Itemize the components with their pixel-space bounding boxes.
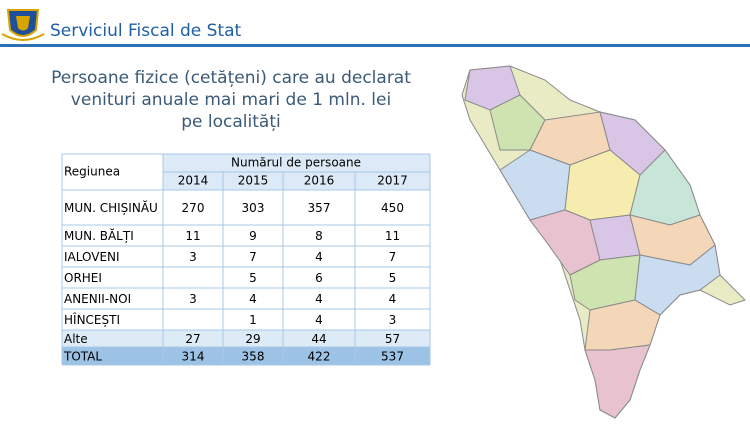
cell-value: 358 bbox=[242, 350, 265, 364]
group-header: Numărul de persoane bbox=[231, 156, 361, 170]
region-label: TOTAL bbox=[63, 350, 102, 364]
cell-value: 11 bbox=[385, 229, 400, 243]
cell-value: 7 bbox=[249, 250, 257, 264]
year-header: 2016 bbox=[304, 174, 335, 188]
cell-value: 9 bbox=[249, 229, 257, 243]
cell-value: 44 bbox=[311, 332, 326, 346]
cell-value: 7 bbox=[389, 250, 397, 264]
cell-value: 270 bbox=[182, 201, 205, 215]
cell-value: 537 bbox=[381, 350, 404, 364]
year-header: 2017 bbox=[377, 174, 408, 188]
cell-value: 8 bbox=[315, 229, 323, 243]
cell-value: 1 bbox=[249, 313, 257, 327]
logo bbox=[1, 9, 45, 41]
cell-value: 3 bbox=[189, 250, 197, 264]
cell-value: 3 bbox=[389, 313, 397, 327]
region-label: IALOVENI bbox=[64, 250, 120, 264]
cell-value: 5 bbox=[249, 271, 257, 285]
row-bg bbox=[62, 330, 430, 347]
cell-value: 4 bbox=[315, 292, 323, 306]
header-rule bbox=[0, 44, 750, 47]
row-bg bbox=[62, 225, 430, 246]
map bbox=[461, 65, 746, 419]
region-label: Alte bbox=[64, 332, 88, 346]
cell-value: 5 bbox=[389, 271, 397, 285]
cell-value: 4 bbox=[389, 292, 397, 306]
cell-value: 357 bbox=[308, 201, 331, 215]
slide-title: pe localități bbox=[181, 112, 280, 132]
row-bg bbox=[62, 288, 430, 309]
header-title: Serviciul Fiscal de Stat bbox=[50, 21, 242, 41]
cell-value: 27 bbox=[185, 332, 200, 346]
cell-value: 4 bbox=[315, 250, 323, 264]
slide-title: Persoane fizice (cetățeni) care au decla… bbox=[51, 68, 411, 88]
row-bg bbox=[62, 190, 430, 225]
cell-value: 4 bbox=[315, 313, 323, 327]
cell-value: 4 bbox=[249, 292, 257, 306]
year-header: 2014 bbox=[178, 174, 209, 188]
year-header: 2015 bbox=[238, 174, 269, 188]
cell-value: 3 bbox=[189, 292, 197, 306]
region-label: MUN. BĂLȚI bbox=[64, 228, 134, 243]
row-bg bbox=[62, 267, 430, 288]
cell-value: 11 bbox=[185, 229, 200, 243]
cell-value: 450 bbox=[381, 201, 404, 215]
row-bg bbox=[62, 347, 430, 365]
region-header: Regiunea bbox=[64, 165, 120, 179]
slide-title: venituri anuale mai mari de 1 mln. lei bbox=[71, 90, 391, 110]
cell-value: 303 bbox=[242, 201, 265, 215]
row-bg bbox=[62, 246, 430, 267]
region-label: ANENII-NOI bbox=[64, 292, 131, 306]
cell-value: 422 bbox=[308, 350, 331, 364]
cell-value: 57 bbox=[385, 332, 400, 346]
cell-value: 314 bbox=[182, 350, 205, 364]
cell-value: 29 bbox=[245, 332, 260, 346]
row-bg bbox=[62, 309, 430, 330]
region-label: ORHEI bbox=[64, 271, 102, 285]
region-label: MUN. CHIȘINĂU bbox=[64, 200, 158, 215]
region-label: HÎNCEȘTI bbox=[64, 312, 120, 327]
cell-value: 6 bbox=[315, 271, 323, 285]
